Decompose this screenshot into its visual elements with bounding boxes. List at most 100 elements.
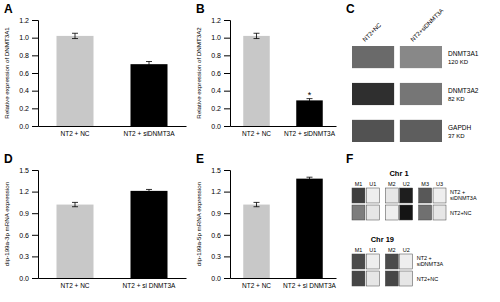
gel-section: Chr 1M1U1M2U2M3U3NT2 +siDNMT3ANT2+NC [352,169,477,220]
y-tick: 0.4 [211,87,230,94]
y-tick-mark [224,213,230,214]
x-axis: NT2 + NCNT2 + siDNMT3A [39,127,187,137]
row-label: DNMT3A2 [448,87,479,94]
y-axis-line [224,171,231,279]
y-axis: 0.00.30.60.91.21.5 [211,167,230,282]
y-tick-mark [224,256,230,257]
error-bar-segment [149,189,150,192]
x-axis-line [39,126,187,127]
y-tick-label: 0.4 [211,87,221,94]
column-label: U1 [369,247,376,253]
x-tick-label: NT2 + NC [242,282,271,289]
x-tick: NT2 + siDNMT3A [123,130,175,137]
y-axis-title: dip-199a-3p mRNA expression [3,181,10,266]
column-label: NT2+NC [362,21,383,42]
column-label: M3 [421,181,429,187]
column-label: U1 [369,181,376,187]
error-bar [146,62,152,67]
y-tick-mark [224,170,230,171]
gel-band [352,271,365,286]
y-tick: 0.3 [211,253,230,260]
y-tick: 1.2 [211,17,230,24]
y-tick: 0.0 [211,275,230,282]
y-tick-label: 0.9 [211,210,221,217]
panel: CNT2+NCNT2+siDNMT3ADNMT3A1120 KDDNMT3A28… [346,2,479,142]
column-label: U3 [436,181,443,187]
y-tick-mark [224,91,230,92]
row-label-line: NT2+NC [450,210,472,216]
y-tick: 1.0 [19,34,38,41]
error-bar-segment [75,33,76,38]
annotation: 82 KD [448,96,465,102]
y-axis: 0.00.20.40.60.81.01.2 [19,17,38,130]
y-tick-label: 0.2 [211,105,221,112]
error-bar-segment [146,189,152,190]
y-tick-label: 1.2 [19,17,29,24]
x-axis-line [231,126,337,127]
y-axis-title: Relative expression of DNMT3A1 [3,27,10,119]
panel: B0.00.20.40.60.81.01.2NT2 + NCNT2 + siDN… [195,2,337,137]
y-tick: 1.2 [19,17,38,24]
y-tick-label: 0.6 [19,232,29,239]
y-tick: 0.4 [19,87,38,94]
error-bar-segment [309,177,310,180]
y-tick-label: 0.8 [211,52,221,59]
plot: 0.00.30.60.91.21.5NT2 + NCNT2 + si DNMT3… [3,167,187,289]
x-tick-label: NT2 + siDNMT3A [123,130,175,137]
gel-band [433,188,446,203]
y-tick-mark [32,126,38,127]
x-tick-label: NT2 + si DNMT3A [283,282,337,289]
y-tick: 0.3 [19,253,38,260]
y-axis-line [32,171,39,279]
error-bar-segment [254,206,260,207]
row-label: GAPDH [448,124,471,131]
y-tick-label: 0.6 [211,70,221,77]
row-label: NT2 +siDNMT3A [417,255,444,267]
error-bar-segment [307,177,313,178]
column-label: U2 [403,181,410,187]
gel-band [400,271,413,286]
column-label: M2 [388,247,396,253]
x-axis: NT2 + NCNT2 + si DNMT3A [39,279,187,289]
band [352,46,394,68]
row-label: NT2+NC [417,276,439,282]
x-axis-line [39,278,187,279]
row-label-line: NT2+NC [417,276,439,282]
gel-band [419,205,432,220]
error-bar-segment [75,202,76,206]
plot: 0.00.30.60.91.21.5NT2 + NCNT2 + si DNMT3… [195,167,337,289]
y-axis: 0.00.20.40.60.81.01.2 [211,17,230,130]
y-tick: 1.5 [211,167,230,174]
marks [57,189,168,278]
y-tick-label: 0.8 [19,52,29,59]
y-axis-title: Relative expression of DNMT3A2 [195,27,202,119]
y-tick-mark [32,38,38,39]
band [352,120,394,142]
error-bar-segment [254,202,260,203]
x-tick-label: NT2 + NC [242,130,271,137]
gel-band [400,254,413,269]
y-axis-title: dip-199a-5p mRNA expression [195,181,202,266]
y-tick-label: 0.6 [19,70,29,77]
error-bar [254,202,260,206]
y-tick-label: 0.6 [211,232,221,239]
x-tick-label: NT2 + NC [60,282,89,289]
cells [352,46,442,142]
gel-band [366,271,379,286]
y-tick-mark [224,235,230,236]
error-bar [72,33,78,38]
gel-band [352,254,365,269]
y-tick: 0.6 [19,70,38,77]
gel-band [352,188,365,203]
error-bar-segment [254,33,260,34]
x-tick-label: NT2 + siDNMT3A [284,130,336,137]
panel-label: C [346,2,355,16]
y-tick-mark [32,235,38,236]
row-label-line: siDNMT3A [450,195,477,201]
error-bar-segment [146,66,152,67]
gel-band [400,205,413,220]
y-tick-label: 0.0 [19,275,29,282]
gel-band [400,188,413,203]
error-bar-segment [72,38,78,39]
x-axis-line [231,278,337,279]
